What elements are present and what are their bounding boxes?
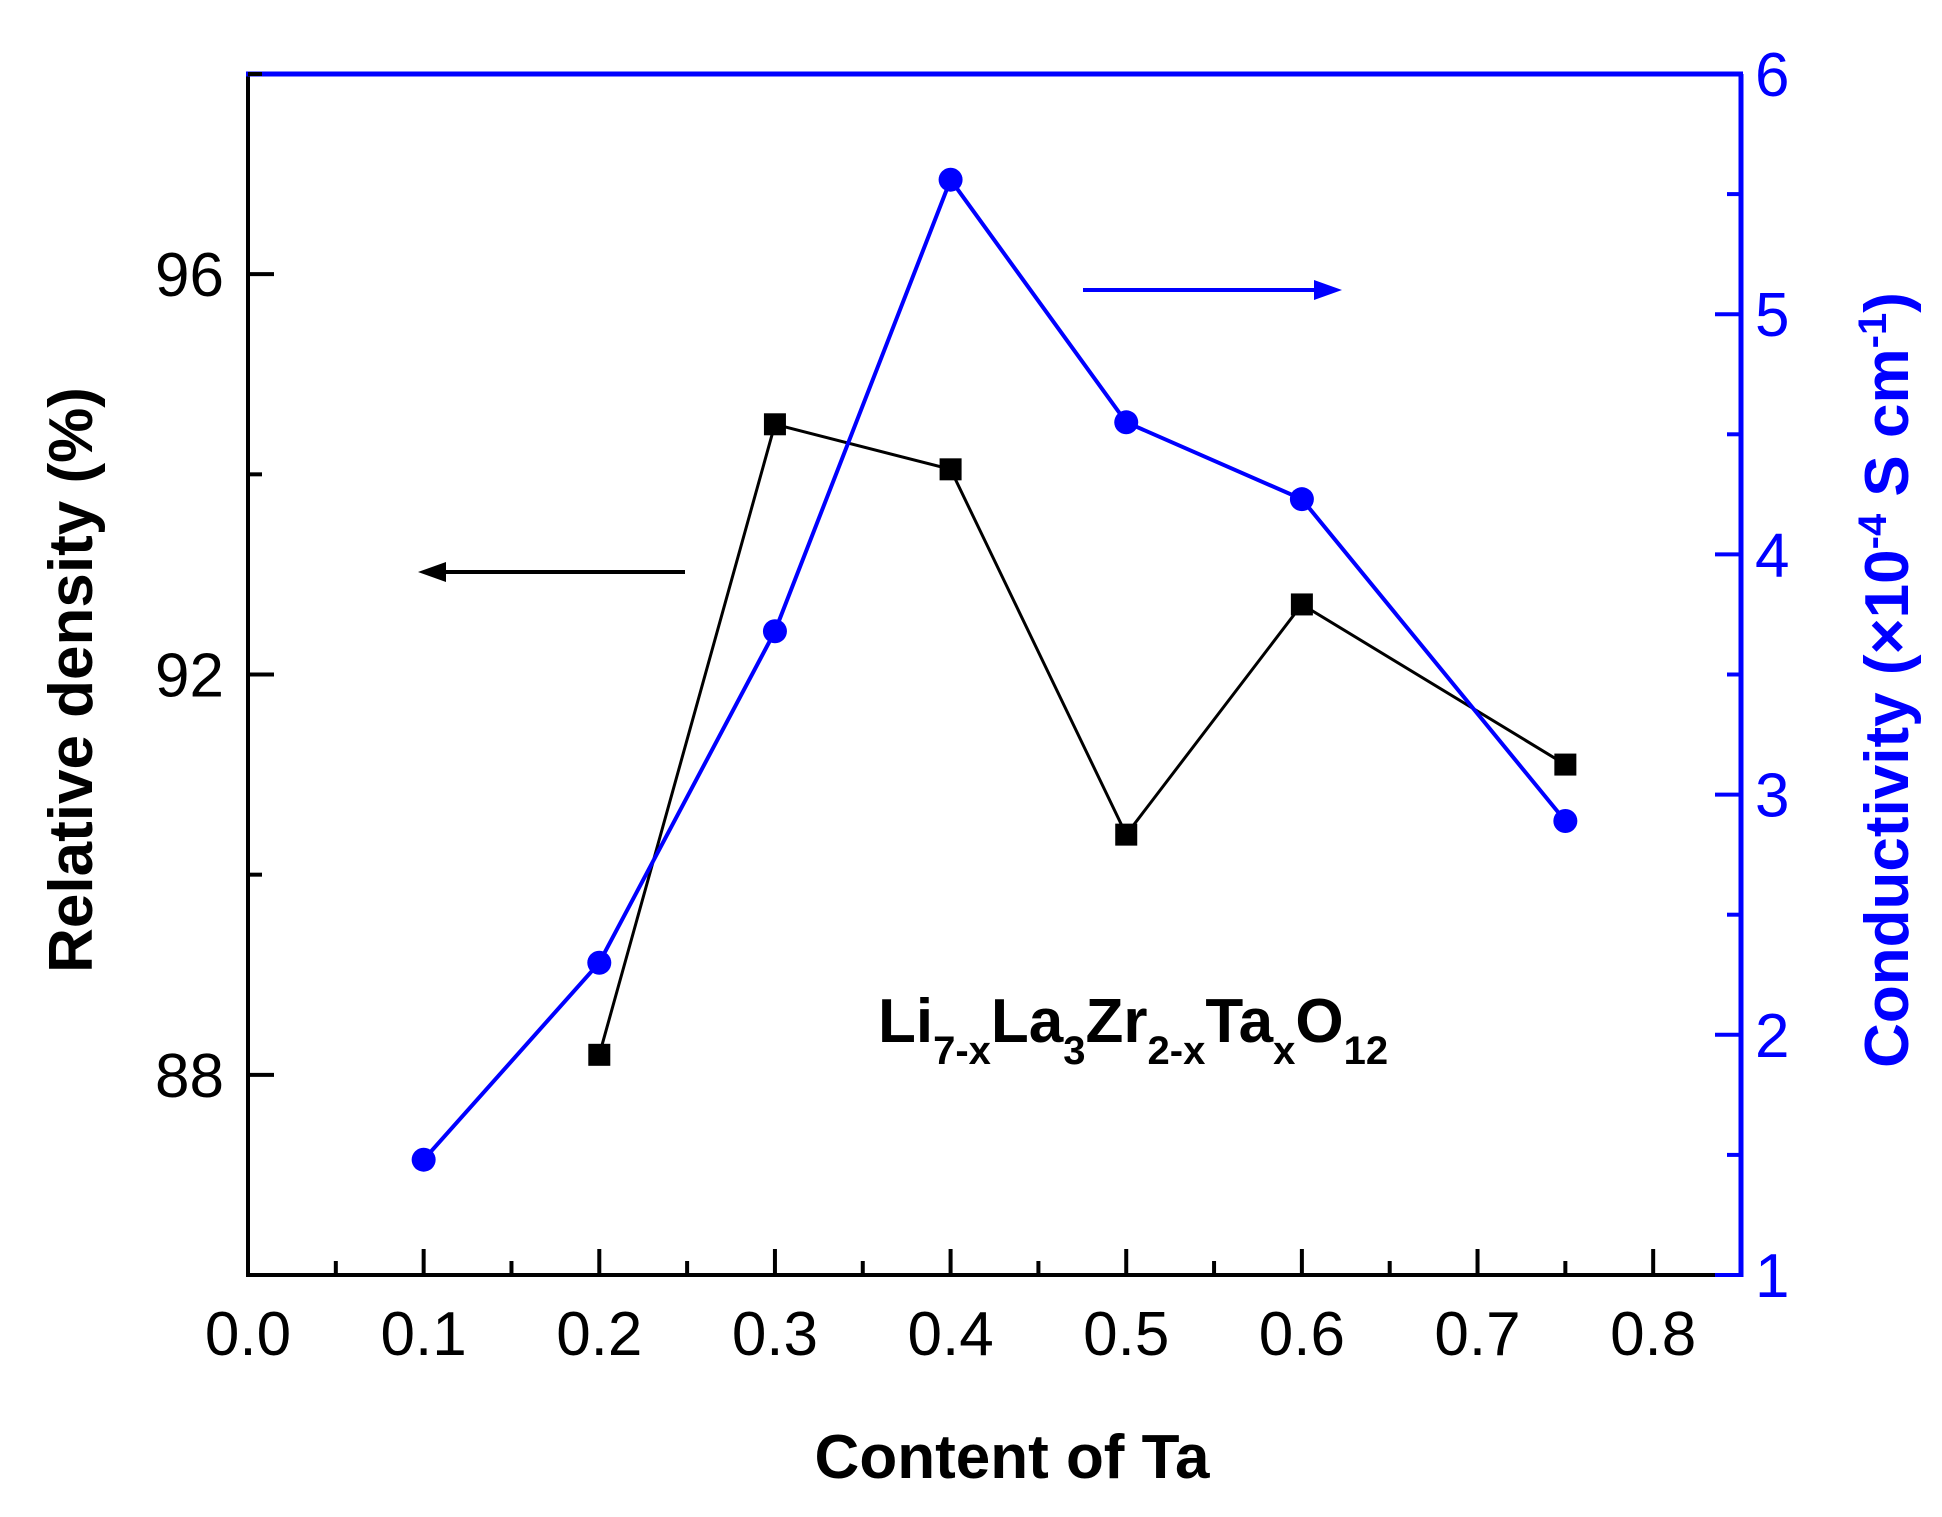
formula-subscript: 3 (1063, 1029, 1085, 1073)
y-right-title-superscript: -1 (1851, 313, 1895, 349)
x-axis-title: Content of Ta (815, 1423, 1210, 1492)
conductivity-point (1289, 487, 1314, 512)
y-left-tick-label: 96 (155, 241, 224, 310)
y-right-axis-title: Conductivity (×10-4 S cm-1) (1851, 292, 1922, 1068)
formula-subscript: 7-x (933, 1029, 991, 1073)
y-left-tick-label: 92 (155, 642, 224, 711)
y-left-tick-label: 88 (155, 1042, 224, 1111)
y-right-tick-label: 4 (1755, 521, 1789, 590)
conductivity-point (938, 167, 963, 192)
y-right-tick-label: 2 (1755, 1002, 1789, 1071)
conductivity-point (411, 1147, 436, 1172)
conductivity-point (1114, 410, 1139, 435)
x-tick-label: 0.1 (381, 1300, 467, 1369)
density-point (1115, 823, 1138, 846)
density-point (1554, 753, 1577, 776)
direction-arrows (418, 280, 1342, 582)
x-tick-label: 0.6 (1259, 1300, 1345, 1369)
formula-subscript: x (1273, 1029, 1295, 1073)
plot-frame (246, 71, 1744, 1277)
x-tick-label: 0.4 (907, 1300, 993, 1369)
y-left-axis-title: Relative density (%) (37, 387, 106, 973)
x-tick-label: 0.8 (1610, 1300, 1696, 1369)
conductivity-point (762, 619, 787, 644)
y-right-tick-label: 1 (1755, 1242, 1789, 1311)
formula-subscript: 2-x (1148, 1029, 1206, 1073)
formula-part: Zr (1086, 987, 1148, 1056)
formula-part: La (991, 987, 1064, 1056)
x-tick-label: 0.2 (556, 1300, 642, 1369)
y-right-title-superscript: -4 (1851, 513, 1895, 549)
x-tick-label: 0.7 (1434, 1300, 1520, 1369)
density-point (939, 458, 962, 481)
formula-annotation: Li7-xLa3Zr2-xTaxO12 (878, 987, 1388, 1073)
axis-ticks (246, 72, 1741, 1277)
series-group (411, 167, 1578, 1172)
right-arrow-head (1314, 280, 1342, 300)
formula-part: Ta (1205, 987, 1273, 1056)
y-right-tick-label: 3 (1755, 762, 1789, 831)
y-right-tick-label: 5 (1755, 281, 1789, 350)
density-line (597, 422, 1567, 1056)
density-point (588, 1043, 611, 1066)
y-right-title-part: Conductivity (×10 (1853, 549, 1922, 1068)
formula-part: Li (878, 987, 933, 1056)
x-tick-label: 0.0 (205, 1300, 291, 1369)
formula-subscript: 12 (1344, 1029, 1389, 1073)
y-right-tick-label: 6 (1755, 41, 1789, 110)
density-point (1290, 593, 1313, 616)
conductivity-point (1553, 809, 1578, 834)
density-point (763, 413, 786, 436)
y-right-title-part: S cm (1853, 348, 1922, 513)
x-tick-label: 0.3 (732, 1300, 818, 1369)
left-arrow-head (418, 562, 446, 582)
conductivity-point (587, 950, 612, 975)
x-tick-label: 0.5 (1083, 1300, 1169, 1369)
y-right-title-part: ) (1853, 292, 1922, 313)
formula-part: O (1295, 987, 1343, 1056)
